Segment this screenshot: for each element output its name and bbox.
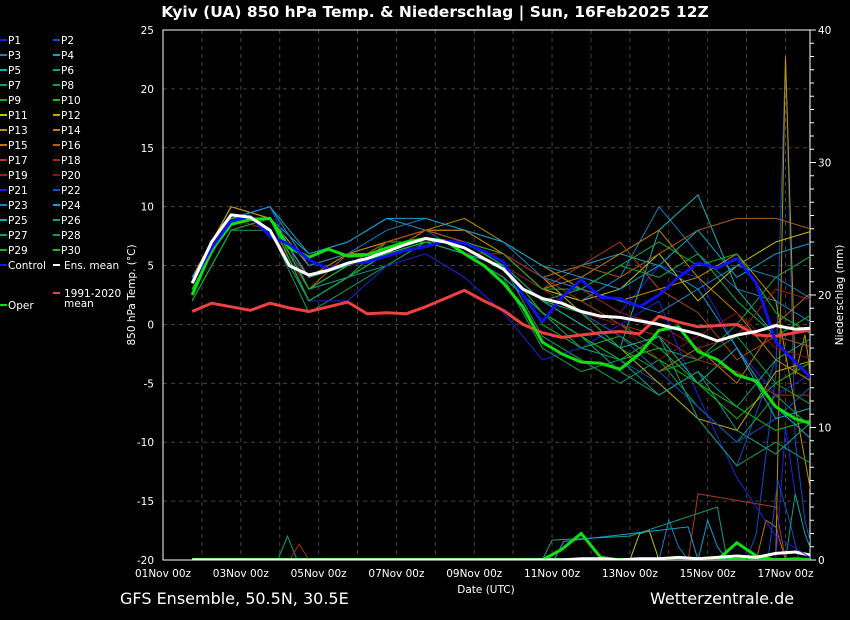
temp-line-p29 xyxy=(191,217,810,334)
precip-line-p4 xyxy=(697,518,728,560)
legend-label: P13 xyxy=(8,125,28,137)
legend-label: P8 xyxy=(61,80,74,92)
precip-line-p18 xyxy=(288,543,310,560)
legend-label: P25 xyxy=(8,215,28,227)
x-tick-label: 03Nov 00z xyxy=(213,568,270,580)
legend-label: mean xyxy=(64,298,94,310)
x-tick-label: 15Nov 00z xyxy=(680,568,737,580)
x-tick-label: 07Nov 00z xyxy=(368,568,425,580)
precip-line-p22 xyxy=(767,480,800,560)
legend-label: P5 xyxy=(8,65,21,77)
y-tick-label: -10 xyxy=(137,437,154,449)
legend-label: P9 xyxy=(8,95,21,107)
legend-label: Control xyxy=(8,260,46,272)
legend-label: P19 xyxy=(8,170,28,182)
x-tick-label: 13Nov 00z xyxy=(602,568,659,580)
x-tick-label: 11Nov 00z xyxy=(524,568,581,580)
legend-label: P26 xyxy=(61,215,81,227)
temp-line-ens-mean xyxy=(190,213,810,343)
precip-line-p15 xyxy=(755,519,786,560)
chart-title: Kyiv (UA) 850 hPa Temp. & Niederschlag |… xyxy=(161,3,708,22)
legend-label: 1991-2020 xyxy=(64,288,121,300)
y-tick-label: 10 xyxy=(141,202,154,214)
y2-tick-label: 10 xyxy=(818,423,831,435)
precip-line-p24 xyxy=(553,526,699,560)
legend-label: P24 xyxy=(61,200,81,212)
precip-line-p11 xyxy=(629,530,660,560)
legend: P1 P2 P3 P4 P5 P6 P7 P8 P9 P10 P11 P12 P13 P14 P15 P16 P… xyxy=(0,35,121,312)
y-tick-label: 0 xyxy=(147,319,154,331)
y2-tick-label: 0 xyxy=(818,555,825,567)
precip-line-p17 xyxy=(687,493,786,560)
precipitation-series xyxy=(192,56,810,560)
temp-line-control xyxy=(190,214,810,379)
y-tick-label: 20 xyxy=(141,84,154,96)
x-axis-label: Date (UTC) xyxy=(457,584,514,596)
legend-label: P21 xyxy=(8,185,28,197)
member-series xyxy=(191,194,810,558)
precip-line-p6 xyxy=(541,506,728,560)
temp-line-p2 xyxy=(191,206,810,467)
plot-frame xyxy=(162,29,811,561)
footer-source: GFS Ensemble, 50.5N, 30.5E xyxy=(120,589,349,608)
legend-label: P2 xyxy=(61,35,74,47)
legend-label: P10 xyxy=(61,95,81,107)
legend-label: P28 xyxy=(61,230,81,242)
legend-label: P7 xyxy=(8,80,21,92)
legend-label: P15 xyxy=(8,140,28,152)
x-tick-label: 17Nov 00z xyxy=(757,568,814,580)
y-tick-label: -20 xyxy=(137,555,154,567)
legend-label: P29 xyxy=(8,245,28,257)
precip-line-p7 xyxy=(277,534,298,560)
y2-tick-label: 30 xyxy=(818,158,831,170)
legend-label: P6 xyxy=(61,65,74,77)
y2-tick-label: 20 xyxy=(818,290,831,302)
legend-label: P23 xyxy=(8,200,28,212)
x-tick-label: 09Nov 00z xyxy=(446,568,503,580)
legend-label: Oper xyxy=(8,300,34,312)
legend-label: P11 xyxy=(8,110,28,122)
temp-line-p30 xyxy=(191,217,810,431)
footer-brand: Wetterzentrale.de xyxy=(650,589,794,608)
temp-line-p24 xyxy=(191,206,810,290)
y2-axis-label: Niederschlag (mm) xyxy=(834,245,846,346)
grid xyxy=(163,30,810,560)
y-tick-label: 25 xyxy=(141,25,154,37)
y-tick-label: 15 xyxy=(141,143,154,155)
legend-label: P4 xyxy=(61,50,74,62)
legend-label: P16 xyxy=(61,140,81,152)
y2-tick-label: 40 xyxy=(818,25,831,37)
legend-label: P27 xyxy=(8,230,28,242)
legend-label: Ens. mean xyxy=(64,260,119,272)
legend-label: P22 xyxy=(61,185,81,197)
legend-label: P3 xyxy=(8,50,21,62)
legend-label: P17 xyxy=(8,155,28,167)
y-axis-label: 850 hPa Temp. (°C) xyxy=(126,244,138,345)
legend-label: P18 xyxy=(61,155,81,167)
x-tick-label: 05Nov 00z xyxy=(291,568,348,580)
precip-line-p13 xyxy=(775,56,810,560)
y-tick-label: -5 xyxy=(144,378,154,390)
main-series xyxy=(190,213,810,425)
legend-label: P12 xyxy=(61,110,81,122)
precip-line-p26 xyxy=(785,493,810,560)
legend-label: P20 xyxy=(61,170,81,182)
temp-line-1991-2020-mean xyxy=(191,288,810,339)
precip-line-p3 xyxy=(658,518,689,560)
x-tick-label: 01Nov 00z xyxy=(135,568,192,580)
precip-line-ens-mean xyxy=(192,550,810,560)
legend-label: P30 xyxy=(61,245,81,257)
y-tick-label: 5 xyxy=(147,261,154,273)
legend-label: P14 xyxy=(61,125,81,137)
axes: 25 20 15 10 5 0 -5 -10 -15 -20 40 30 20 10 0 01Nov 00z 0… xyxy=(135,25,831,580)
legend-label: P1 xyxy=(8,35,21,47)
y-tick-label: -15 xyxy=(137,496,154,508)
